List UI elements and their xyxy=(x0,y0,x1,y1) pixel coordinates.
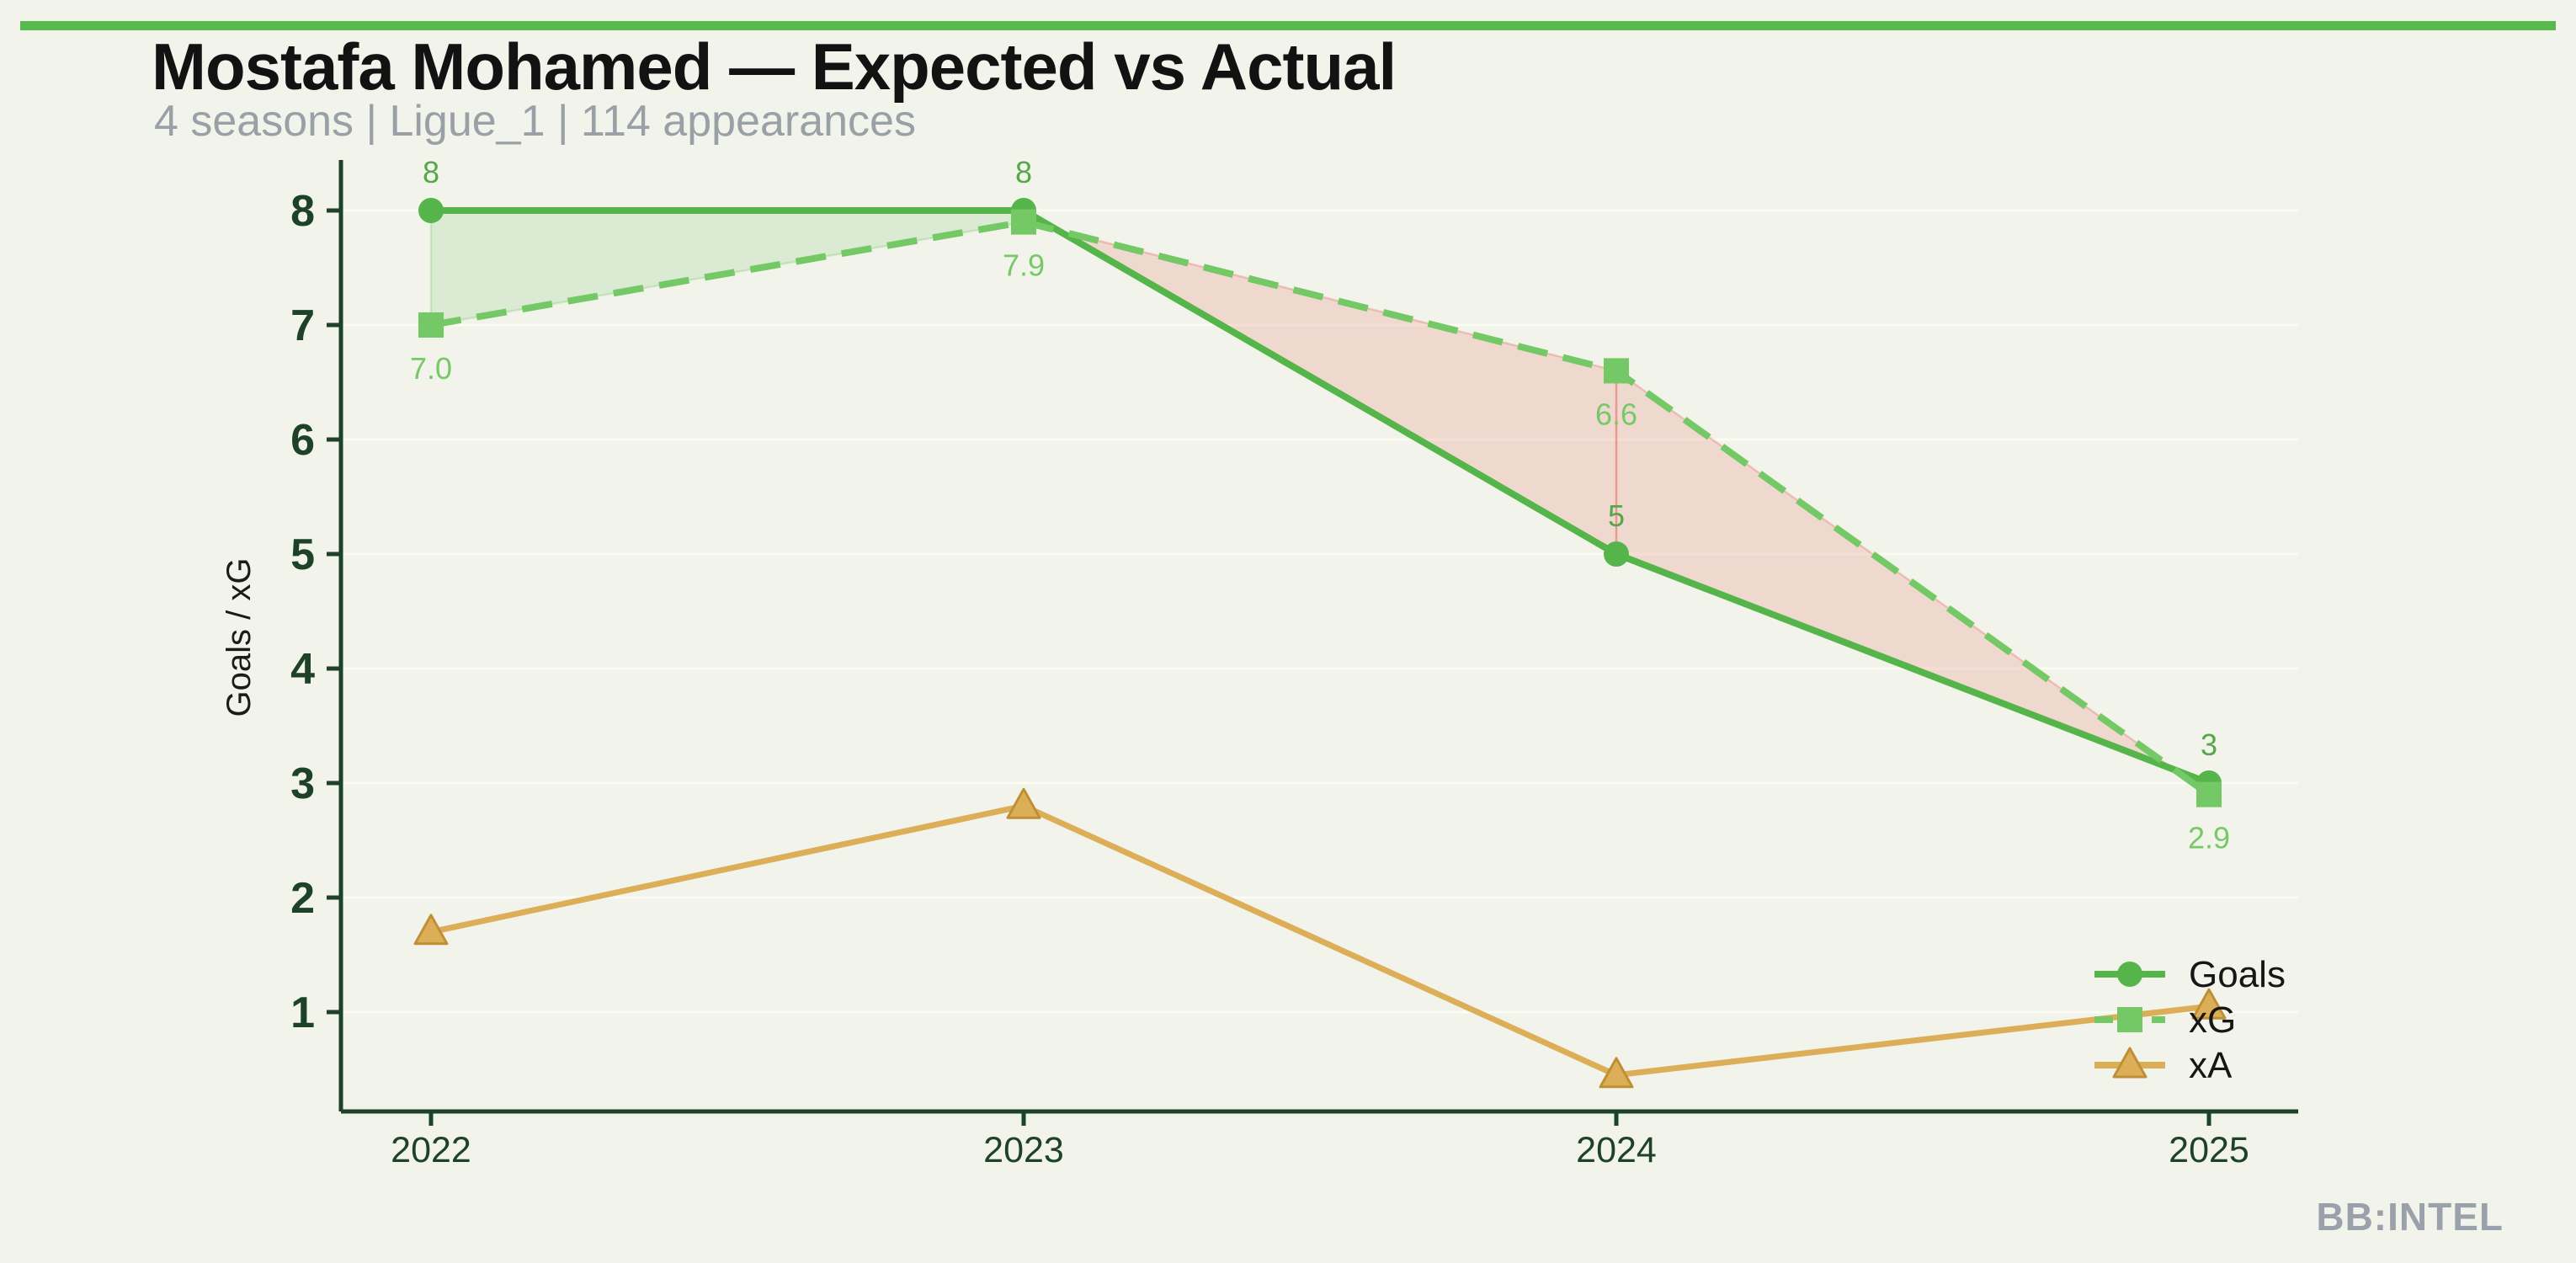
marker-square-xg xyxy=(1011,209,1036,235)
marker-circle-goals xyxy=(2117,962,2142,987)
marker-circle-goals xyxy=(1604,541,1629,567)
series-line-xg xyxy=(430,218,2211,797)
y-tick-label: 5 xyxy=(290,530,315,579)
point-label-goals: 8 xyxy=(423,155,439,189)
point-label-goals: 3 xyxy=(2201,727,2217,762)
marker-triangle-xa xyxy=(2191,988,2227,1020)
y-tick-label: 7 xyxy=(290,301,315,350)
marker-square-xg xyxy=(418,312,444,338)
y-tick-label: 6 xyxy=(290,416,315,465)
x-tick-label: 2022 xyxy=(391,1130,471,1170)
point-label-xg: 2.9 xyxy=(2188,821,2230,855)
chart-title: Mostafa Mohamed — Expected vs Actual xyxy=(152,29,1397,104)
marker-triangle-xa xyxy=(1599,1057,1634,1089)
y-tick-label: 1 xyxy=(290,989,315,1037)
point-label-xg: 7.9 xyxy=(1003,248,1045,283)
y-tick-label: 4 xyxy=(290,645,315,694)
series-line-goals xyxy=(428,207,2212,786)
brand-watermark: BB:INTEL xyxy=(2316,1195,2504,1239)
marker-triangle-xa xyxy=(413,914,449,946)
top-accent-bar xyxy=(20,21,2556,30)
series-line-xa xyxy=(428,802,2212,1079)
x-tick-label: 2023 xyxy=(983,1130,1064,1170)
x-tick-label: 2025 xyxy=(2169,1130,2249,1170)
marker-square-xg xyxy=(2117,1007,2142,1032)
legend-label-xg: xG xyxy=(2189,999,2236,1041)
point-label-goals: 5 xyxy=(1608,498,1625,533)
marker-square-xg xyxy=(1604,358,1629,384)
y-axis-label: Goals / xG xyxy=(221,558,258,717)
marker-square-xg xyxy=(2196,781,2222,807)
chart-subtitle: 4 seasons | Ligue_1 | 114 appearances xyxy=(154,97,916,146)
point-label-xg: 6.6 xyxy=(1595,397,1637,431)
y-tick-label: 3 xyxy=(290,759,315,808)
legend-label-xa: xA xyxy=(2189,1045,2233,1086)
marker-triangle-xa xyxy=(2112,1047,2148,1079)
legend-label-goals: Goals xyxy=(2189,954,2286,995)
marker-circle-goals xyxy=(418,198,444,223)
band-overperformance xyxy=(429,209,1025,327)
point-label-xg: 7.0 xyxy=(410,351,452,386)
point-label-goals: 8 xyxy=(1015,155,1032,189)
y-tick-label: 8 xyxy=(290,187,315,236)
y-tick-label: 2 xyxy=(290,874,315,923)
x-tick-label: 2024 xyxy=(1576,1130,1657,1170)
marker-triangle-xa xyxy=(1006,787,1041,819)
